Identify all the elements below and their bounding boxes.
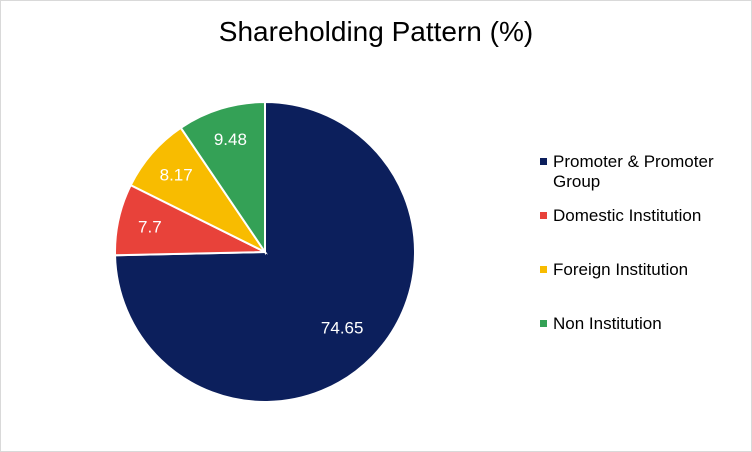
legend-swatch-domestic-institution [540,212,547,219]
legend-label-domestic-institution: Domestic Institution [553,206,702,225]
data-label-promoter: 74.65 [321,319,364,338]
data-label-non-institution: 9.48 [214,130,247,149]
legend-label-foreign-institution: Foreign Institution [553,260,689,279]
legend-swatch-foreign-institution [540,266,547,273]
legend-swatch-non-institution [540,320,547,327]
legend-label-non-institution: Non Institution [553,314,662,333]
data-label-domestic-institution: 7.7 [138,217,162,236]
data-label-foreign-institution: 8.17 [160,165,193,184]
slice-non-institution [179,100,266,256]
legend-label-promoter: Promoter & Promoter Group [553,152,714,191]
legend-swatch-promoter [540,158,547,165]
chart-title: Shareholding Pattern (%) [218,16,534,47]
